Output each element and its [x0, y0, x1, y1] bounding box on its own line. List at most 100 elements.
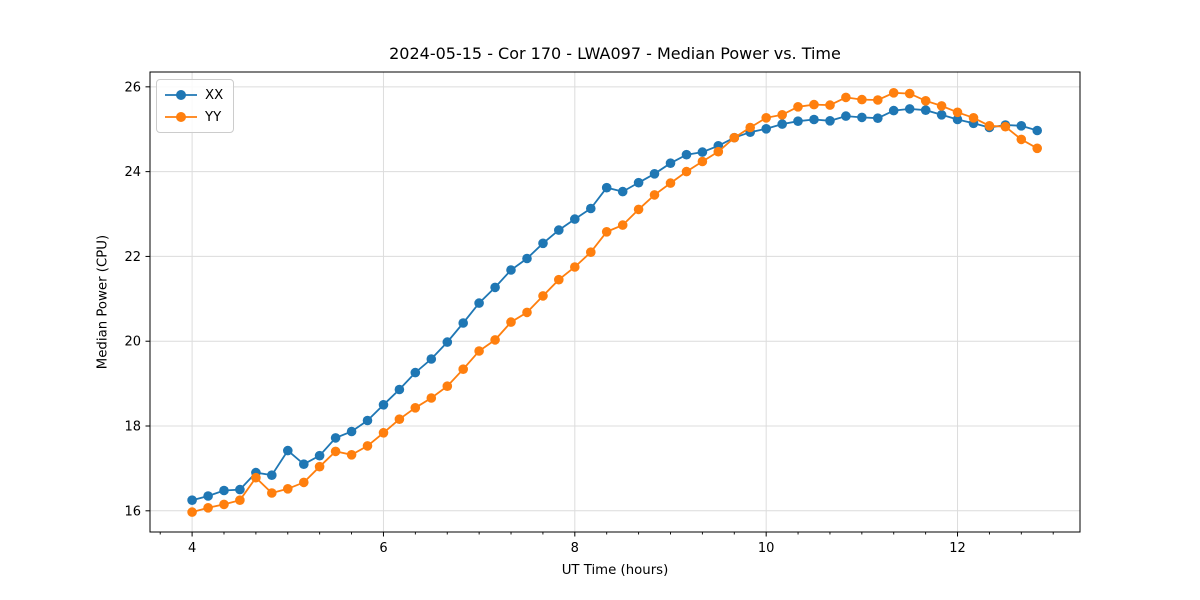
- series-yy-data-point-marker: [713, 146, 724, 157]
- series-yy-data-point-marker: [904, 88, 915, 99]
- yy-series-swatch-icon: [165, 112, 197, 122]
- series-yy-data-point-marker: [761, 113, 771, 123]
- chart-title: 2024-05-15 - Cor 170 - LWA097 - Median P…: [389, 44, 841, 63]
- series-yy-data-point-marker: [920, 96, 931, 106]
- x-tick-label: 8: [571, 541, 579, 556]
- x-axis-label: UT Time (hours): [561, 563, 669, 578]
- series-yy-data-point-marker: [1032, 143, 1042, 154]
- series-xx-data-point-marker: [314, 450, 325, 461]
- series-xx-data-point-marker: [378, 400, 389, 410]
- series-yy-data-point-marker: [601, 227, 612, 237]
- series-yy-data-point-marker: [697, 156, 708, 167]
- series-yy-data-point-marker: [729, 132, 740, 143]
- xx-series-swatch-icon: [165, 90, 197, 100]
- series-xx-data-point-marker: [633, 177, 644, 188]
- series-xx-data-point-marker: [570, 214, 580, 224]
- series-yy-data-point-marker: [235, 495, 245, 506]
- series-yy-line: [191, 91, 1038, 513]
- series-yy-data-point-marker: [857, 94, 867, 105]
- series-xx-data-point-marker: [793, 116, 803, 126]
- series-xx-data-point-marker: [474, 298, 484, 308]
- legend-label-yy: YY: [205, 109, 222, 125]
- series-xx-data-point-marker: [617, 186, 628, 197]
- series-xx-data-point-marker: [777, 119, 787, 129]
- y-tick-label: 16: [124, 504, 141, 519]
- series-yy-data-point-marker: [1016, 134, 1027, 145]
- series-xx-data-point-marker: [506, 265, 516, 275]
- series-xx-data-point-marker: [426, 354, 437, 364]
- series-xx-data-point-marker: [299, 459, 309, 470]
- series-yy-data-point-marker: [474, 346, 484, 356]
- series-yy-data-point-marker: [952, 107, 963, 118]
- series-yy-data-point-marker: [538, 291, 548, 301]
- legend-item-xx: XX: [164, 84, 223, 106]
- y-tick-label: 26: [124, 80, 141, 95]
- series-yy-data-point-marker: [745, 122, 755, 133]
- series-xx-data-point-marker: [1032, 125, 1042, 136]
- legend: XX YY: [156, 79, 235, 133]
- series-xx-data-point-marker: [187, 495, 197, 506]
- series-xx-data-point-marker: [330, 433, 341, 443]
- series-xx-data-point-marker: [697, 147, 708, 157]
- series-xx-data-point-marker: [665, 158, 676, 168]
- series-yy-data-point-marker: [442, 381, 453, 392]
- series-xx-data-point-marker: [809, 114, 819, 125]
- legend-item-yy: YY: [164, 106, 223, 128]
- x-tick-label: 4: [188, 541, 196, 556]
- series-yy-data-point-marker: [554, 274, 564, 285]
- series-xx-data-point-marker: [235, 484, 245, 495]
- series-yy-data-point-marker: [490, 335, 500, 345]
- series-yy-data-point-marker: [873, 95, 883, 105]
- series-xx-line: [191, 107, 1038, 502]
- series-xx-data-point-marker: [857, 112, 867, 123]
- series-xx-data-point-marker: [219, 485, 229, 496]
- series-xx-data-point-marker: [825, 116, 835, 126]
- series-xx-data-point-marker: [841, 111, 851, 121]
- series-xx-data-point-marker: [649, 169, 660, 179]
- series-yy-data-point-marker: [570, 262, 580, 272]
- series-yy-data-point-marker: [936, 101, 947, 111]
- series-xx-data-point-marker: [904, 104, 915, 114]
- series-xx-data-point-marker: [1016, 121, 1027, 131]
- series-xx-data-point-marker: [601, 182, 612, 193]
- series-yy-data-point-marker: [522, 307, 532, 318]
- series-xx-data-point-marker: [888, 105, 899, 116]
- series-yy-data-point-marker: [346, 450, 357, 460]
- y-tick-label: 24: [124, 165, 141, 180]
- series-yy-data-point-marker: [362, 441, 373, 451]
- series-yy-data-point-marker: [410, 403, 421, 413]
- x-tick-label: 12: [949, 541, 966, 556]
- series-yy-data-point-marker: [825, 100, 835, 110]
- series-yy-data-point-marker: [617, 220, 628, 230]
- series-yy-data-point-marker: [458, 364, 469, 375]
- series-yy-data-point-marker: [681, 166, 692, 177]
- series-yy-data-point-marker: [841, 92, 851, 103]
- series-xx-data-point-marker: [681, 149, 692, 160]
- series-yy-data-point-marker: [219, 499, 229, 510]
- series-yy-data-point-marker: [506, 317, 516, 327]
- series-xx-data-point-marker: [203, 491, 213, 501]
- series-yy-data-point-marker: [777, 110, 787, 120]
- series-yy-data-point-marker: [586, 247, 596, 257]
- series-xx-data-point-marker: [394, 384, 405, 395]
- series-xx-data-point-marker: [554, 225, 564, 235]
- series-yy-data-point-marker: [314, 461, 325, 472]
- series-yy-data-point-marker: [378, 428, 389, 438]
- y-axis-label-text: Median Power (CPU): [95, 234, 111, 370]
- series-yy-data-point-marker: [283, 484, 293, 494]
- series-yy-data-point-marker: [1000, 121, 1011, 132]
- series-yy-data-point-marker: [330, 446, 341, 457]
- series-yy-data-point-marker: [665, 178, 676, 188]
- series-xx-data-point-marker: [952, 114, 963, 125]
- series-yy-data-point-marker: [649, 190, 660, 200]
- series-xx-data-point-marker: [267, 470, 277, 481]
- series-xx-data-point-marker: [346, 426, 357, 437]
- y-tick-label: 18: [124, 420, 141, 435]
- series-yy-data-point-marker: [299, 477, 309, 488]
- series-xx-data-point-marker: [936, 110, 947, 120]
- series-xx-data-point-marker: [490, 282, 500, 293]
- series-xx-data-point-marker: [442, 337, 453, 347]
- series-yy-data-point-marker: [394, 414, 405, 425]
